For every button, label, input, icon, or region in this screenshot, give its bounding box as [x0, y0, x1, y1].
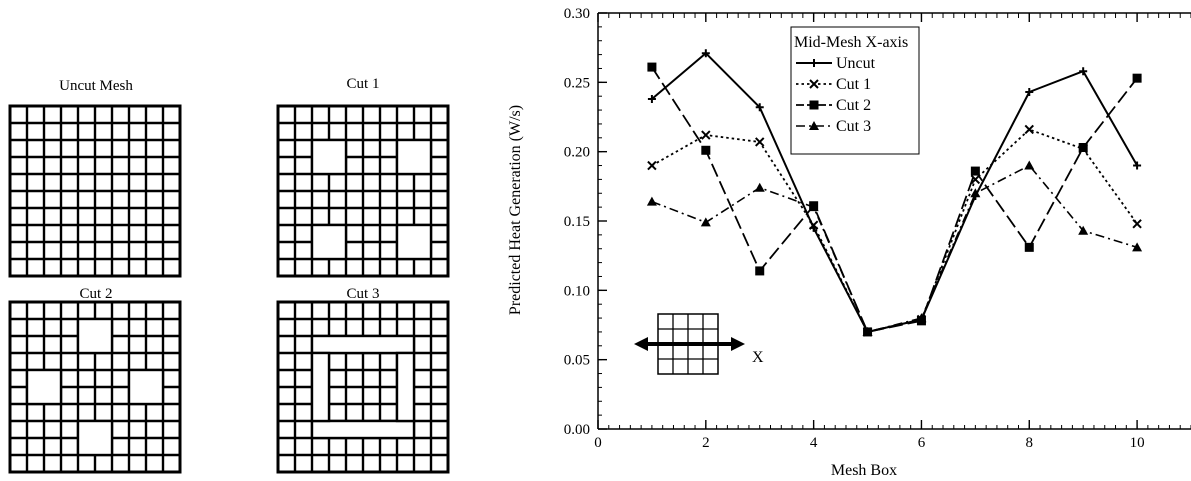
legend-label: Uncut — [836, 55, 876, 72]
data-point — [1078, 225, 1089, 235]
data-point — [700, 217, 711, 227]
mesh-cut-region — [310, 223, 348, 261]
data-point — [1132, 73, 1142, 83]
mesh-cut-region — [310, 419, 416, 440]
data-point — [970, 174, 981, 185]
data-point — [916, 313, 927, 323]
data-point — [1024, 124, 1034, 135]
x-tick-label: 10 — [1130, 435, 1145, 451]
legend: Mid-Mesh X-axis Uncut Cut 1 Cut 2 Cut 3 — [790, 26, 920, 155]
y-axis-ticks: 0.00 0.05 0.10 0.15 0.20 0.25 0.30 — [564, 6, 607, 438]
series-layer — [646, 49, 1143, 337]
legend-title: Mid-Mesh X-axis — [794, 34, 908, 51]
series-cut-3 — [646, 160, 1143, 336]
mesh-title-cut2: Cut 2 — [79, 286, 113, 302]
y-tick-label: 0.10 — [564, 283, 590, 299]
data-point — [647, 160, 657, 171]
x-tick-label: 2 — [702, 435, 710, 451]
data-point — [701, 130, 711, 140]
data-point — [755, 137, 765, 147]
data-point — [810, 59, 818, 67]
mesh-cut-region — [395, 138, 433, 176]
data-point — [647, 62, 657, 72]
x-tick-label: 6 — [918, 435, 926, 451]
mesh-title-uncut: Uncut Mesh — [59, 78, 133, 94]
legend-box — [790, 26, 920, 155]
data-point — [754, 182, 765, 192]
mesh-title-cut1: Cut 1 — [346, 76, 380, 92]
mesh-cut-region — [127, 368, 165, 406]
data-point — [1132, 242, 1143, 252]
mesh-cut-region — [25, 368, 63, 406]
mesh-cut-region — [395, 351, 416, 423]
mesh-title-cut3: Cut 3 — [346, 286, 380, 302]
x-tick-label: 8 — [1026, 435, 1034, 451]
data-point — [1132, 219, 1142, 229]
mesh-diagram-cut2 — [8, 300, 182, 474]
series-line — [651, 128, 1138, 333]
mesh-diagram-cut1 — [276, 104, 450, 278]
y-tick-label: 0.25 — [564, 75, 590, 91]
mesh-cut-region — [310, 351, 331, 423]
data-point — [1024, 160, 1035, 170]
data-point — [1133, 161, 1142, 170]
y-axis-title: Predicted Heat Generation (W/s) — [507, 105, 524, 315]
data-point — [809, 121, 819, 130]
mesh-diagram-cut3 — [276, 300, 450, 474]
data-point — [970, 166, 980, 176]
mesh-cut-region — [76, 419, 114, 457]
x-tick-label: 0 — [594, 435, 602, 451]
mesh-diagram-uncut — [8, 104, 182, 278]
data-point — [1025, 88, 1034, 97]
data-point — [1078, 143, 1088, 153]
series-line — [651, 164, 1138, 333]
y-tick-label: 0.15 — [564, 214, 590, 230]
mesh-cut-region — [76, 317, 114, 355]
data-point — [1079, 67, 1088, 76]
data-point — [809, 100, 819, 110]
data-point — [646, 196, 657, 206]
data-point — [755, 103, 764, 112]
series-cut-1 — [647, 124, 1142, 337]
mesh-cut-region — [310, 138, 348, 176]
x-tick-label: 4 — [810, 435, 818, 451]
data-point — [701, 145, 711, 155]
data-point — [647, 94, 656, 103]
mesh-cut-region — [310, 334, 416, 355]
mesh-inset-icon — [634, 313, 745, 375]
data-point — [808, 220, 819, 230]
legend-label: Cut 2 — [836, 97, 871, 114]
data-point — [809, 79, 819, 89]
mesh-cut-region — [395, 223, 433, 261]
x-axis-title: Mesh Box — [831, 462, 897, 479]
legend-label: Cut 1 — [836, 76, 871, 93]
legend-label: Cut 3 — [836, 118, 871, 135]
inset-axis-label: X — [752, 349, 764, 366]
data-point — [701, 49, 710, 58]
data-point — [755, 266, 765, 276]
y-tick-label: 0.00 — [564, 422, 590, 438]
data-point — [862, 326, 873, 336]
y-tick-label: 0.20 — [564, 145, 590, 161]
data-point — [970, 188, 981, 198]
x-axis-ticks: 0 2 4 6 8 10 — [594, 13, 1191, 451]
y-tick-label: 0.30 — [564, 6, 590, 22]
data-point — [808, 202, 819, 212]
data-point — [1024, 242, 1034, 252]
y-tick-label: 0.05 — [564, 353, 590, 369]
